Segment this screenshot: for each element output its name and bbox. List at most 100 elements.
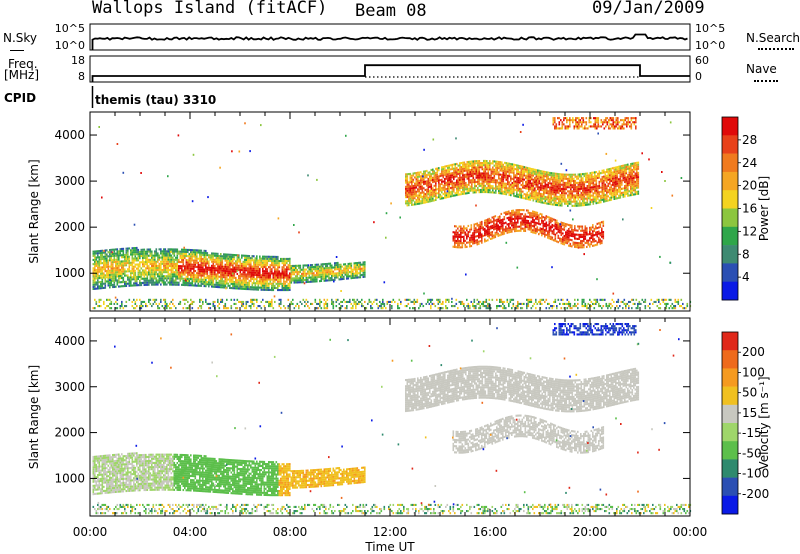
power-cell [228,260,230,262]
power-cell [214,271,216,273]
power-cell [177,271,179,273]
power-cell [115,286,117,288]
power-cell [522,187,524,189]
power-cell [214,286,216,288]
power-cell [264,276,266,278]
power-cell [486,179,488,181]
power-cell [196,262,198,264]
power-cell [440,187,442,189]
power-cell [262,287,264,289]
power-cell [498,182,500,184]
power-cell [346,305,348,307]
power-cell [114,267,116,269]
power-cell [587,177,589,179]
power-cell [447,184,449,186]
power-cell [168,248,170,250]
power-cell [530,170,532,172]
power-cell [456,175,458,177]
power-cell [462,162,464,164]
power-cell [162,281,164,283]
power-cell [165,263,167,265]
power-cell [249,259,251,261]
power-cell [93,269,95,271]
power-cell [549,186,551,188]
power-cell [190,255,192,257]
power-cell [271,272,273,274]
power-cell [247,276,249,278]
power-cell [364,270,366,272]
power-cell [163,265,165,267]
power-cell [181,278,183,280]
power-cell [180,280,182,282]
power-cell [405,173,407,175]
power-cell [606,181,608,183]
power-cell [160,279,162,281]
power-cell [303,265,305,267]
power-cell [441,189,443,191]
power-cell [557,204,559,206]
power-cell [468,177,470,179]
power-cell [560,177,562,179]
power-cell [503,191,505,193]
power-cell [138,266,140,268]
power-cell [360,272,362,274]
power-cell [249,257,251,259]
power-cell [515,189,517,191]
power-cell [525,171,527,173]
power-cell [229,279,231,281]
power-cell [471,167,473,169]
power-cell [310,264,312,266]
power-cell [583,301,585,303]
power-cell [500,161,502,163]
power-cell [222,301,224,303]
power-cell [349,267,351,269]
power-cell [184,272,186,274]
power-cell [425,195,427,197]
power-cell [408,198,410,200]
power-cell [416,174,418,176]
power-cell [159,307,161,309]
power-cell [129,270,131,272]
power-cell [468,180,470,182]
power-cell [235,303,237,305]
power-cell [97,281,99,283]
power-cell [244,280,246,282]
power-cell [561,205,563,207]
power-cell [426,180,428,182]
power-cell [624,303,626,305]
power-cell [120,265,122,267]
power-cell [462,164,464,166]
power-cell [452,176,454,178]
power-cell [109,251,111,253]
power-cell [351,307,353,309]
power-cell [205,258,207,260]
power-cell [434,189,436,191]
power-cell [554,181,556,183]
power-cell [600,305,602,307]
power-cell [105,283,107,285]
power-cell [516,177,518,179]
power-cell [136,247,138,249]
power-cell [189,272,191,274]
power-cell [319,268,321,270]
power-cell [226,280,228,282]
power-cell [241,265,243,267]
power-cell [250,288,252,290]
power-cell [129,258,131,260]
power-cell [171,263,173,265]
power-cell [120,254,122,256]
power-cell [358,272,360,274]
power-cell [498,167,500,169]
power-cell [410,189,412,191]
power-cell [246,267,248,269]
power-cell [169,248,171,250]
power-cell [153,269,155,271]
power-cell [609,305,611,307]
power-cell [569,186,571,188]
power-cell [298,267,300,269]
power-cell [488,187,490,189]
power-cell [474,301,476,303]
power-cell [213,277,215,279]
power-cell [246,263,248,265]
power-cell [598,305,600,307]
